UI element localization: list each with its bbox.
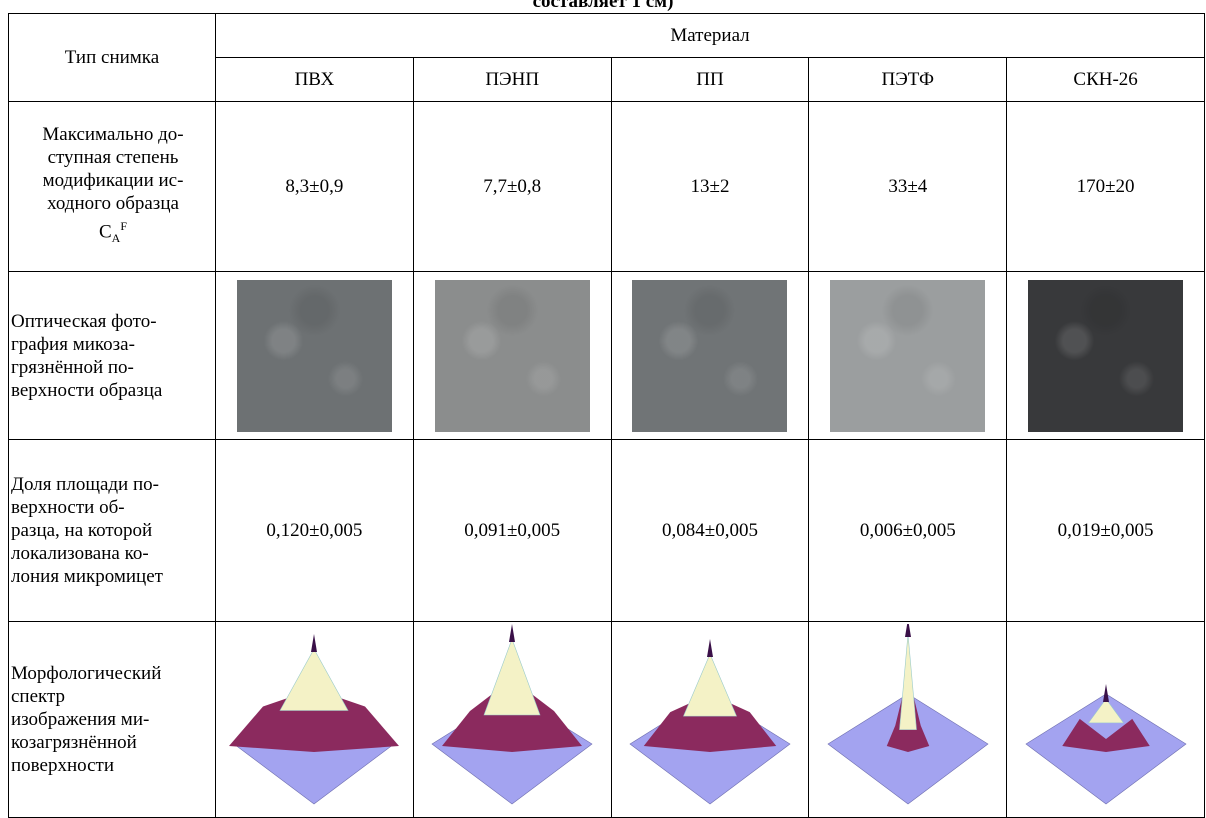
label-line: Доля площади по- — [11, 474, 159, 495]
column-header: СКН-26 — [1007, 58, 1205, 102]
group-header: Материал — [216, 14, 1205, 58]
spectrum-upper — [484, 639, 540, 715]
title-fragment: составляет 1 см) — [0, 0, 1206, 13]
photo — [1028, 280, 1183, 432]
cell — [611, 272, 809, 440]
cell: 170±20 — [1007, 102, 1205, 272]
spectrum — [229, 624, 399, 809]
cell: 0,091±0,005 — [413, 440, 611, 622]
cell — [216, 272, 414, 440]
spectrum-peak — [707, 639, 713, 657]
spectrum-peak — [1103, 684, 1109, 702]
photo — [632, 280, 787, 432]
cell — [1007, 272, 1205, 440]
cell: 13±2 — [611, 102, 809, 272]
label-line: верхности об- — [11, 497, 125, 518]
label-line: ходного образца — [47, 193, 179, 214]
spectrum-peak — [509, 624, 515, 642]
cell — [809, 622, 1007, 818]
formula-sub: A — [112, 231, 121, 245]
label-line: Максимально до- — [42, 124, 183, 145]
photo — [237, 280, 392, 432]
label-line: изображения ми- — [11, 709, 149, 730]
cell: 7,7±0,8 — [413, 102, 611, 272]
label-line: поверхности — [11, 755, 114, 776]
row: Оптическая фото-графия микоза-грязнённой… — [9, 272, 1205, 440]
spectrum-upper — [683, 654, 736, 716]
column-header: ПВХ — [216, 58, 414, 102]
row: Доля площади по-верхности об-разца, на к… — [9, 440, 1205, 622]
label-line: модификации ис- — [43, 170, 184, 191]
cell — [611, 622, 809, 818]
label-line: верхности образца — [11, 380, 162, 401]
label-line: козагрязнённой — [11, 732, 137, 753]
cell: 33±4 — [809, 102, 1007, 272]
label-line: лония микромицет — [11, 566, 163, 587]
column-header: ПП — [611, 58, 809, 102]
label-line: графия микоза- — [11, 334, 135, 355]
spectrum-peak — [311, 634, 317, 652]
label-line: ступная степень — [48, 147, 179, 168]
row-header: Тип снимка — [9, 14, 216, 102]
cell: 0,006±0,005 — [809, 440, 1007, 622]
spectrum-upper — [280, 649, 348, 711]
formula-base: C — [99, 221, 112, 242]
column-header: ПЭТФ — [809, 58, 1007, 102]
spectrum — [427, 624, 597, 809]
spectrum-peak — [905, 624, 911, 637]
photo — [830, 280, 985, 432]
spectrum — [823, 624, 993, 809]
cell: 0,084±0,005 — [611, 440, 809, 622]
label-line: локализована ко- — [11, 543, 149, 564]
column-header: ПЭНП — [413, 58, 611, 102]
cell: 0,120±0,005 — [216, 440, 414, 622]
page: составляет 1 см) Тип снимкаМатериалПВХПЭ… — [0, 0, 1206, 818]
formula-sup: F — [120, 219, 127, 233]
cell — [413, 622, 611, 818]
spectrum-upper — [899, 634, 916, 730]
label-line: Морфологический — [11, 663, 161, 684]
label-line: спектр — [11, 686, 65, 707]
row-label: Доля площади по-верхности об-разца, на к… — [9, 440, 216, 622]
spectrum — [1021, 624, 1191, 809]
spectrum — [625, 624, 795, 809]
row-label: Оптическая фото-графия микоза-грязнённой… — [9, 272, 216, 440]
cell: 8,3±0,9 — [216, 102, 414, 272]
label-line: Оптическая фото- — [11, 311, 157, 332]
cell: 0,019±0,005 — [1007, 440, 1205, 622]
cell — [809, 272, 1007, 440]
cell — [413, 272, 611, 440]
label-line: грязнённой по- — [11, 357, 134, 378]
photo — [435, 280, 590, 432]
label-line: разца, на которой — [11, 520, 152, 541]
title-area: составляет 1 см) — [0, 0, 1206, 14]
cell — [1007, 622, 1205, 818]
cell — [216, 622, 414, 818]
